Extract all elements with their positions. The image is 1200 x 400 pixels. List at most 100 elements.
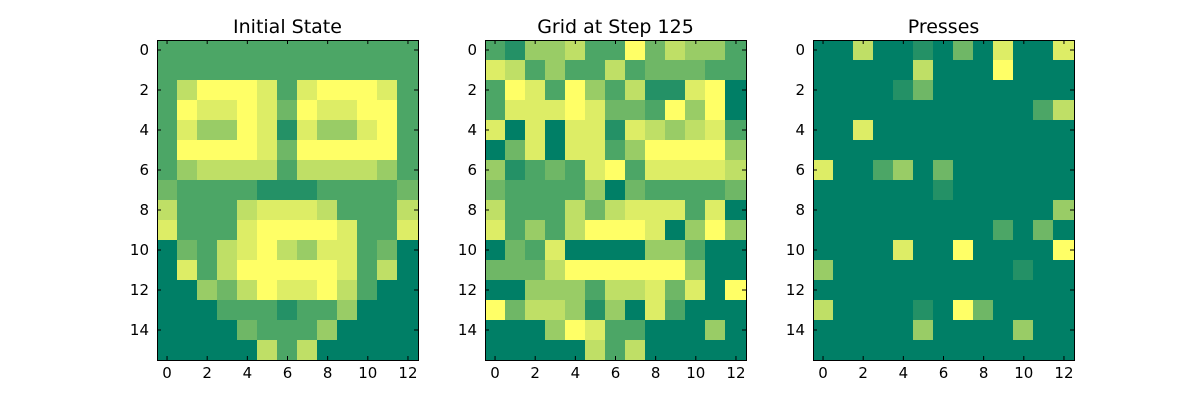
heatmap-cell <box>545 160 566 181</box>
heatmap-cell <box>485 240 506 261</box>
heatmap-cell <box>605 300 626 321</box>
heatmap-cell <box>625 120 646 141</box>
heatmap-cell <box>337 180 358 201</box>
heatmap-cell <box>893 200 914 221</box>
heatmap-cell <box>377 60 398 81</box>
heatmap-cell <box>237 340 258 361</box>
heatmap-cell <box>585 100 606 121</box>
heatmap-cell <box>1013 120 1034 141</box>
heatmap-cell <box>525 80 546 101</box>
heatmap-cell <box>525 260 546 281</box>
heatmap-cell <box>337 160 358 181</box>
heatmap-cell <box>317 280 338 301</box>
heatmap-cell <box>397 160 419 181</box>
heatmap-cell <box>933 60 954 81</box>
heatmap-cell <box>337 40 358 61</box>
heatmap-cell <box>525 140 546 161</box>
heatmap-cell <box>725 40 747 61</box>
heatmap-cell <box>177 40 198 61</box>
heatmap-cell <box>893 240 914 261</box>
heatmap-cell <box>565 100 586 121</box>
heatmap-cell <box>813 320 834 341</box>
heatmap-cell <box>397 40 419 61</box>
heatmap-cell <box>177 220 198 241</box>
heatmap-cell <box>893 80 914 101</box>
heatmap-cell <box>625 160 646 181</box>
heatmap-cell <box>853 280 874 301</box>
heatmap-cell <box>973 100 994 121</box>
heatmap-cell <box>505 340 526 361</box>
heatmap-cell <box>625 240 646 261</box>
heatmap-cell <box>257 180 278 201</box>
heatmap-cell <box>545 100 566 121</box>
heatmap-cell <box>813 280 834 301</box>
heatmap-cell <box>725 140 747 161</box>
heatmap-cell <box>177 120 198 141</box>
heatmap-cell <box>705 80 726 101</box>
heatmap-cell <box>217 40 238 61</box>
heatmap-cell <box>297 60 318 81</box>
heatmap-cell <box>157 160 178 181</box>
heatmap-cell <box>853 260 874 281</box>
heatmap-cell <box>1053 100 1075 121</box>
heatmap-cell <box>873 280 894 301</box>
heatmap-cell <box>893 220 914 241</box>
heatmap-cell <box>525 280 546 301</box>
y-tick-label: 4 <box>139 121 149 139</box>
heatmap-cell <box>913 40 934 61</box>
heatmap-cell <box>505 220 526 241</box>
heatmap-cell <box>217 240 238 261</box>
x-tick-label: 6 <box>611 364 621 382</box>
heatmap-cell <box>953 120 974 141</box>
heatmap-cell <box>317 40 338 61</box>
heatmap-cell <box>953 240 974 261</box>
heatmap-cell <box>933 280 954 301</box>
heatmap-cell <box>645 320 666 341</box>
heatmap-cell <box>237 240 258 261</box>
heatmap-cell <box>665 180 686 201</box>
heatmap-cell <box>933 200 954 221</box>
heatmap-cell <box>685 200 706 221</box>
heatmap-cell <box>685 320 706 341</box>
y-tick-label: 0 <box>795 41 805 59</box>
heatmap-cell <box>1033 140 1054 161</box>
heatmap-cell <box>397 300 419 321</box>
heatmap-cell <box>317 200 338 221</box>
heatmap-cell <box>525 320 546 341</box>
x-tick-label: 2 <box>858 364 868 382</box>
heatmap-cell <box>1013 160 1034 181</box>
heatmap-cell <box>913 160 934 181</box>
heatmap-cell <box>993 160 1014 181</box>
heatmap-cell <box>933 240 954 261</box>
heatmap-cell <box>833 160 854 181</box>
heatmap-cell <box>665 300 686 321</box>
heatmap-cell <box>705 280 726 301</box>
heatmap-cell <box>1013 300 1034 321</box>
heatmap-cell <box>833 280 854 301</box>
x-tick-label: 12 <box>1054 364 1073 382</box>
heatmap-cell <box>317 180 338 201</box>
heatmap-cell <box>705 220 726 241</box>
heatmap-cell <box>257 240 278 261</box>
heatmap-cell <box>1013 340 1034 361</box>
heatmap-cell <box>685 180 706 201</box>
x-tick-label: 8 <box>979 364 989 382</box>
heatmap-cell <box>685 100 706 121</box>
heatmap-cell <box>685 160 706 181</box>
heatmap-cell <box>217 340 238 361</box>
heatmap-cell <box>625 280 646 301</box>
heatmap-cell <box>913 60 934 81</box>
heatmap-cell <box>1013 60 1034 81</box>
heatmap-cell <box>605 180 626 201</box>
heatmap-cell <box>873 40 894 61</box>
heatmap-cell <box>833 140 854 161</box>
heatmap-cell <box>893 120 914 141</box>
heatmap-cell <box>665 260 686 281</box>
heatmap-cell <box>585 160 606 181</box>
heatmap-cell <box>565 120 586 141</box>
heatmap-cell <box>277 300 298 321</box>
heatmap-cell <box>1013 260 1034 281</box>
heatmap-cell <box>357 120 378 141</box>
heatmap-cell <box>813 260 834 281</box>
heatmap-cell <box>565 260 586 281</box>
